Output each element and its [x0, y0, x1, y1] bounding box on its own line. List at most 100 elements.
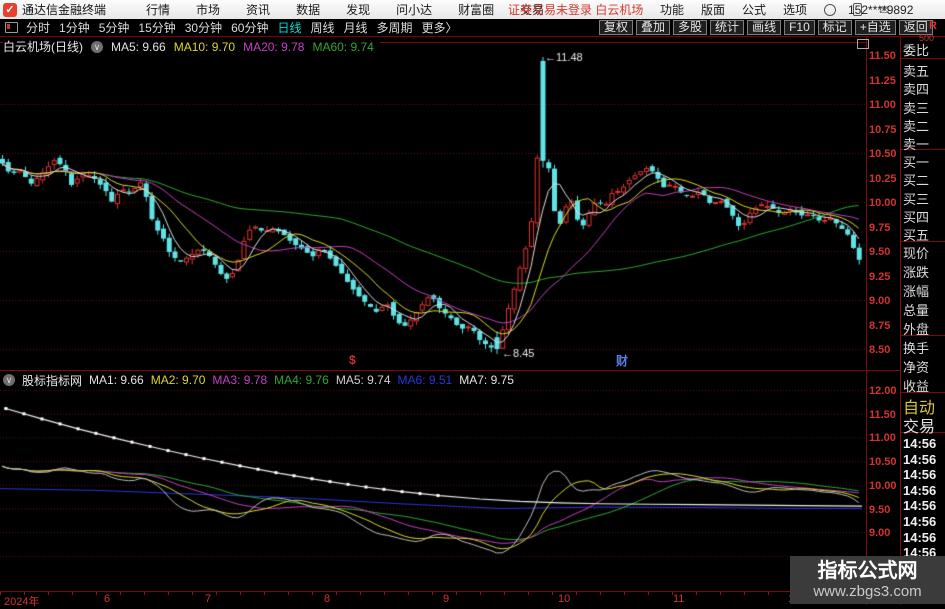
main-y-label: 9.50: [869, 246, 891, 258]
menu-发现[interactable]: 发现: [346, 3, 371, 17]
ind-MA7: MA7: 9.75: [459, 373, 514, 387]
main-menu: 行情 市场 资讯 数据 发现 问小达 财富圈 交易: [146, 1, 544, 18]
sidebar-卖四: 卖四: [903, 82, 930, 98]
button-+自选[interactable]: +自选: [854, 20, 896, 35]
chart-tool-buttons: 复权 叠加 多股 统计 画线 F10 标记 +自选 返回: [599, 20, 933, 35]
button-返回[interactable]: 返回: [898, 20, 933, 35]
menu-选项[interactable]: 选项: [783, 3, 808, 17]
menu-数据[interactable]: 数据: [296, 3, 321, 17]
button-标记[interactable]: 标记: [817, 20, 852, 35]
sidebar-14:56[interactable]: 14:56: [903, 467, 937, 483]
screen-switch-icon[interactable]: [5, 22, 18, 33]
main-y-label: 11.50: [869, 50, 896, 62]
chevron-down-icon[interactable]: ∨: [3, 374, 15, 386]
main-y-label: 10.50: [869, 148, 897, 160]
time-label-11: 11: [673, 593, 685, 605]
period-多周期[interactable]: 多周期: [376, 21, 413, 35]
period-日线[interactable]: 日线: [277, 21, 302, 35]
app-title: 通达信金融终端: [22, 3, 107, 17]
button-叠加[interactable]: 叠加: [636, 20, 671, 35]
menu-财富圈[interactable]: 财富圈: [458, 3, 495, 17]
time-axis-border: [0, 591, 866, 592]
sidebar-14:56[interactable]: 14:56: [903, 451, 937, 467]
period-更多〉[interactable]: 更多〉: [421, 21, 458, 35]
menu-公式[interactable]: 公式: [742, 3, 767, 17]
time-label-6: 6: [104, 593, 111, 605]
service-icon[interactable]: [824, 3, 837, 16]
login-status-text: 证券交易未登录 白云机场: [508, 3, 644, 17]
main-y-label: 10.75: [869, 123, 897, 136]
sidebar-总量: 总量: [903, 303, 930, 318]
sidebar-separator: [901, 392, 945, 393]
period-5分钟[interactable]: 5分钟: [98, 21, 130, 35]
top-menu-bar: ✓ 通达信金融终端 行情 市场 资讯 数据 发现 问小达 财富圈 交易 证券交易未登录 白云机…: [0, 0, 945, 20]
sidebar-卖一: 卖一: [903, 137, 930, 153]
main-chart-header: 白云机场(日线) ∨ MA5: 9.66 MA10: 9.70 MA20: 9.78…: [3, 39, 380, 54]
sidebar-separator: [901, 149, 945, 150]
indicator-canvas[interactable]: [0, 389, 866, 590]
period-月线[interactable]: 月线: [343, 21, 368, 35]
sidebar-14:56[interactable]: 14:56: [903, 514, 937, 529]
menu-功能[interactable]: 功能: [660, 3, 685, 17]
period-1分钟[interactable]: 1分钟: [59, 21, 90, 35]
menu-问小达[interactable]: 问小达: [396, 3, 433, 17]
ind-MA1: MA1: 9.66: [89, 373, 144, 387]
period-toolbar: 分时 1分钟 5分钟 15分钟 30分钟 60分钟 日线 周线 月线 多周期 更多〉 复权 叠加 多股统…: [0, 19, 945, 37]
sidebar-left-border: [900, 37, 901, 605]
main-chart-canvas[interactable]: [0, 43, 866, 370]
sidebar-卖三: 卖三: [903, 100, 930, 116]
ind-y-label: 9.50: [869, 503, 891, 516]
time-axis-ticks: [0, 592, 866, 595]
menu-版面[interactable]: 版面: [701, 3, 726, 17]
button-画线[interactable]: 画线: [747, 20, 782, 35]
main-y-label: 8.50: [869, 344, 891, 356]
event-marker-财[interactable]: 财: [616, 354, 629, 368]
axis-left-border: [866, 37, 867, 605]
layout-panel-icon[interactable]: [857, 39, 869, 49]
menu-资讯[interactable]: 资讯: [246, 3, 271, 17]
button-多股[interactable]: 多股: [673, 20, 708, 35]
sidebar-买三: 买三: [903, 191, 930, 207]
menu-交易[interactable]: 交易: [520, 3, 545, 17]
period-30分钟[interactable]: 30分钟: [184, 21, 223, 35]
sidebar-14:56[interactable]: 14:56: [903, 436, 937, 451]
ind-MA4: MA4: 9.76: [274, 373, 329, 387]
mobile-icon[interactable]: [853, 3, 863, 16]
tdx-logo-icon: ✓: [3, 2, 17, 17]
sidebar-买一: 买一: [903, 155, 930, 170]
ind-MA5: MA5: 9.74: [335, 373, 391, 387]
period-60分钟[interactable]: 60分钟: [231, 21, 269, 35]
sidebar-买五: 买五: [903, 228, 930, 244]
main-y-label: 9.25: [869, 270, 891, 283]
sidebar-14:56[interactable]: 14:56: [903, 529, 937, 545]
main-MA60: MA60: 9.74: [312, 39, 374, 54]
indicator-header: ∨ 股标指标网 MA1: 9.66 MA2: 9.70 MA3: 9.78 MA4: …: [3, 373, 520, 388]
sidebar-现价: 现价: [903, 246, 930, 261]
sidebar-自动[interactable]: 自动: [903, 400, 936, 417]
button-复权[interactable]: 复权: [599, 20, 634, 35]
indicator-name: 股标指标网: [22, 373, 83, 388]
time-label-8: 8: [324, 593, 331, 605]
menu-市场[interactable]: 市场: [196, 3, 221, 17]
button-F10[interactable]: F10: [784, 20, 815, 35]
sidebar-委比: 委比: [903, 43, 930, 58]
panel-divider: [0, 370, 900, 371]
event-marker-$[interactable]: $: [349, 353, 356, 367]
ind-y-label: 12.00: [869, 385, 897, 397]
watermark-title: 指标公式网: [817, 559, 918, 582]
sidebar-交易[interactable]: 交易: [903, 419, 936, 436]
sidebar-卖五: 卖五: [903, 64, 930, 79]
mail-icon[interactable]: ✉: [879, 2, 890, 17]
button-统计[interactable]: 统计: [710, 20, 745, 35]
period-周线[interactable]: 周线: [310, 21, 335, 35]
period-分时[interactable]: 分时: [26, 21, 51, 35]
sidebar-separator: [901, 432, 945, 433]
chevron-down-icon[interactable]: ∨: [91, 40, 103, 53]
sidebar-14:56[interactable]: 14:56: [903, 498, 937, 514]
period-15分钟[interactable]: 15分钟: [138, 21, 176, 35]
sidebar-14:56[interactable]: 14:56: [903, 482, 937, 498]
ind-y-label: 10.50: [869, 456, 897, 469]
menu-行情[interactable]: 行情: [146, 3, 171, 17]
time-label-9: 9: [443, 593, 450, 605]
ind-y-label: 9.00: [869, 527, 891, 540]
